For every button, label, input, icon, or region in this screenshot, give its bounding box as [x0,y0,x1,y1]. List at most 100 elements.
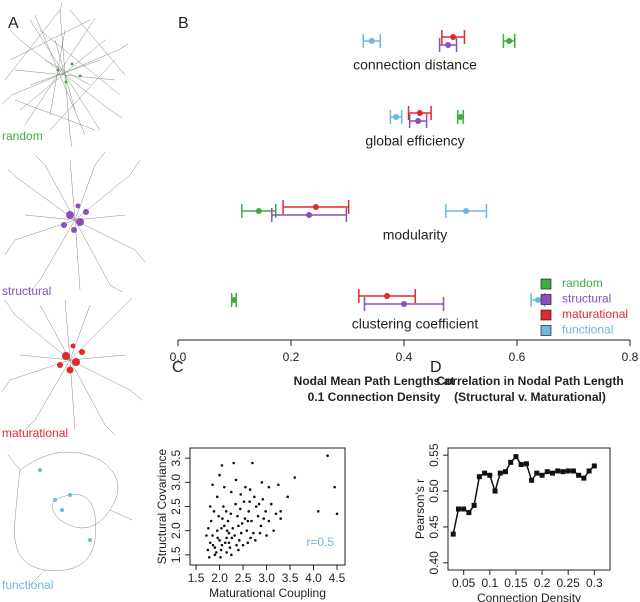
line [452,455,595,535]
point [225,529,229,532]
y-tick-label: 3.5 [169,449,183,466]
panel-label: C [172,359,184,376]
marker [518,462,524,468]
dot [401,301,407,307]
x-tick-label: 0.0 [170,350,187,364]
chart-title: 0.1 Connection Density [308,390,441,404]
x-tick-label: 3.5 [282,571,299,585]
dot [415,118,422,124]
point [234,478,238,482]
y-tick-label: 3.0 [169,474,183,491]
point [333,485,336,489]
marker [513,454,519,460]
point [224,510,228,513]
legend-swatch [540,325,552,336]
x-tick-label: 0.2 [534,576,551,590]
point [252,531,255,535]
point [269,502,273,506]
network-functional [7,451,133,586]
marker [534,470,540,476]
metric-label: clustering coefficient [352,316,479,332]
dot [255,208,262,214]
point [237,548,240,552]
y-axis-label: Structural Covariance [155,448,169,564]
point [232,461,235,465]
legend-swatch [540,278,552,290]
point [218,473,221,477]
marker [502,469,508,475]
dot [445,42,452,48]
dot [506,38,513,44]
x-axis-label: Maturational Coupling [209,586,326,600]
dot [306,212,313,218]
point [213,546,217,549]
marker [471,502,477,508]
point [217,514,220,518]
x-tick-label: 2.0 [211,571,228,585]
point [246,541,250,545]
dot [230,297,237,303]
point [229,512,233,516]
legend-label: functional [562,323,613,337]
legend-swatch [540,294,552,305]
point [211,483,214,487]
dot [312,204,319,210]
point [205,534,208,537]
marker [487,472,493,478]
point [223,541,227,545]
point [244,485,247,489]
marker [492,488,498,494]
dot [457,114,464,120]
point [234,502,237,506]
x-tick-label: 4.5 [329,571,346,585]
point [274,512,278,516]
marker [529,477,535,483]
dot [384,293,391,299]
point [209,519,213,523]
point [207,526,210,530]
point [262,517,266,520]
point [247,510,251,513]
point [216,536,220,540]
x-tick-label: 0.25 [557,576,581,590]
point [225,551,228,554]
point [215,495,219,499]
dot [450,34,457,40]
marker [560,469,566,475]
point [206,548,210,552]
y-tick-label: 0.55 [427,443,441,467]
x-tick-label: 1.5 [188,571,205,585]
network-label: functional [2,578,53,592]
y-tick-label: 0.50 [427,479,441,503]
panel-label: A [8,15,19,32]
legend-label: maturational [562,307,628,321]
panel-label: B [178,15,189,32]
point [220,543,224,547]
x-tick-label: 0.8 [622,350,639,364]
point [221,517,224,520]
marker [455,506,461,512]
point [227,541,231,545]
dot [393,114,400,120]
point [279,510,282,513]
metric-label: modularity [383,227,448,243]
point [207,555,211,559]
point [225,536,228,540]
dot [416,110,423,116]
marker [508,459,514,465]
y-tick-label: 2.5 [169,498,183,515]
panel-label: D [430,359,442,376]
point [241,543,245,547]
point [222,485,226,489]
y-axis-label: Pearson's r [413,479,427,539]
point [279,517,282,520]
x-tick-label: 0.3 [586,576,603,590]
point [260,481,264,484]
dot [463,208,470,214]
point [239,493,243,496]
point [243,517,247,520]
point [233,534,236,537]
point [212,510,216,513]
marker [576,472,582,478]
point [208,505,212,508]
